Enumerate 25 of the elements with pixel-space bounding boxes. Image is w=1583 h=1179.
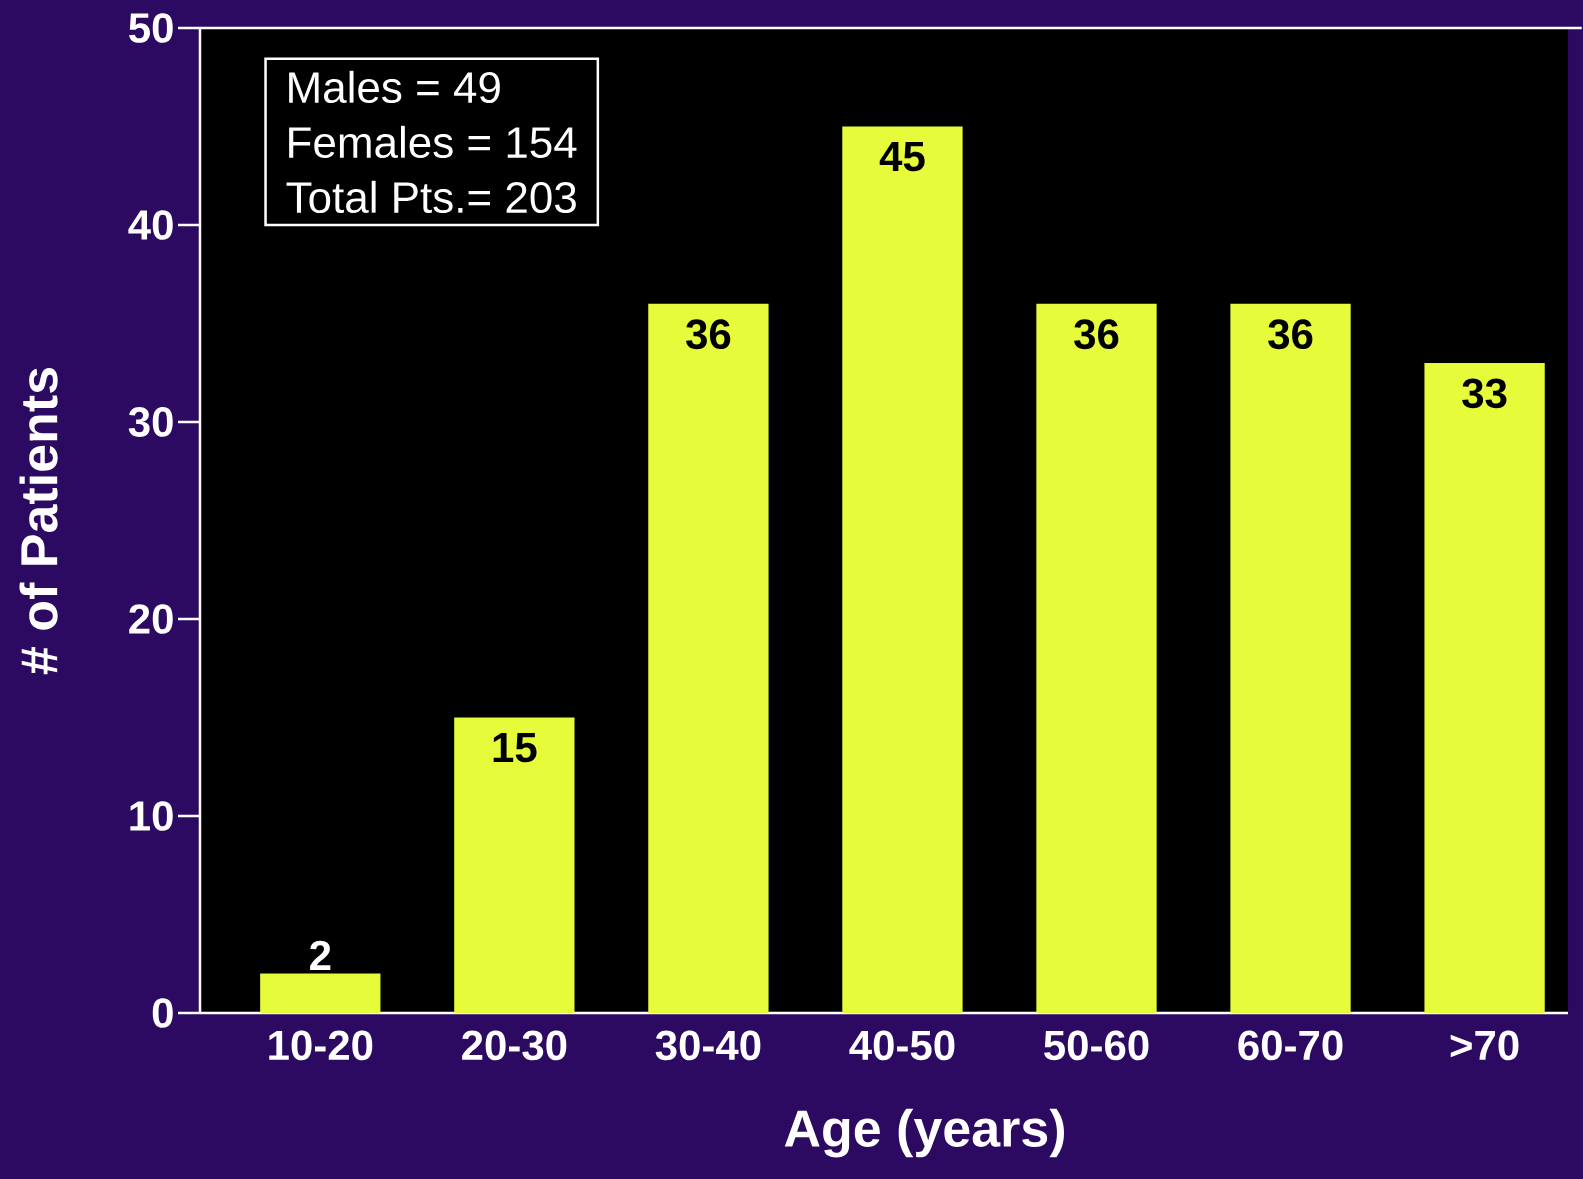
- annotation: Females = 154: [289, 125, 577, 159]
- data-label: 33: [1462, 378, 1507, 409]
- x-tick-label: 40-50: [849, 1030, 955, 1061]
- x-tick-label: >70: [1450, 1030, 1519, 1061]
- data-label: 36: [1268, 319, 1313, 350]
- y-tick-label: 10: [130, 801, 173, 831]
- x-tick-label: 10-20: [269, 1030, 373, 1061]
- y-tick-label: 50: [129, 13, 173, 43]
- data-label: 36: [686, 319, 731, 350]
- y-tick-label: 30: [128, 407, 173, 437]
- data-label: 15: [493, 733, 537, 763]
- data-label: 36: [1074, 319, 1119, 350]
- x-tick-label: 50-60: [1044, 1030, 1149, 1061]
- annotation: Males = 49: [289, 70, 500, 104]
- annotation: Total Pts.= 203: [286, 180, 576, 214]
- y-tick-label: 40: [128, 210, 173, 240]
- x-axis-title: Age (years): [784, 1108, 1064, 1158]
- y-axis-title: # of Patients: [19, 368, 58, 675]
- y-tick-label: 20: [129, 604, 173, 634]
- data-label: 45: [879, 142, 925, 172]
- y-tick-label: 0: [152, 998, 173, 1028]
- x-tick-label: 60-70: [1238, 1030, 1343, 1061]
- x-tick-label: 20-30: [462, 1030, 567, 1061]
- data-label: 2: [310, 940, 331, 971]
- x-tick-label: 30-40: [655, 1030, 761, 1061]
